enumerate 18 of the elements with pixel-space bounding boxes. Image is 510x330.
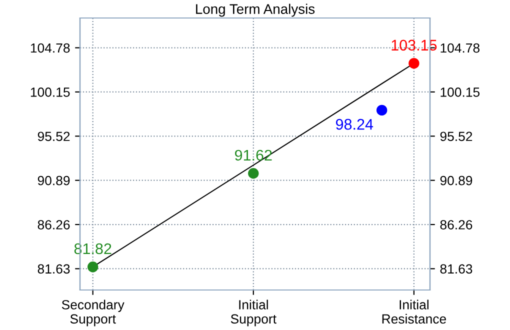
y2-tick-label: 86.26 xyxy=(440,220,472,230)
y-tick-label: 86.26 xyxy=(38,220,70,230)
y-tick-label: 81.63 xyxy=(38,264,70,274)
y-tick-label: 90.89 xyxy=(38,176,70,186)
y-tick-label: 95.52 xyxy=(38,132,70,142)
data-label: 103.15 xyxy=(392,40,437,51)
y-tick-label: 104.78 xyxy=(30,43,70,53)
chart-title: Long Term Analysis xyxy=(196,4,315,17)
x-tick-label: Initial Support xyxy=(230,300,276,326)
y2-tick-label: 95.52 xyxy=(440,132,472,142)
y2-tick-label: 81.63 xyxy=(440,264,472,274)
y-tick-label: 100.15 xyxy=(30,88,70,97)
y2-tick-label: 90.89 xyxy=(440,176,472,186)
x-tick-label: Secondary Support xyxy=(62,300,124,326)
x-tick-label: Initial Resistance xyxy=(382,300,446,324)
y2-tick-label: 104.78 xyxy=(440,43,480,53)
data-label: 98.24 xyxy=(336,118,374,130)
y2-tick-label: 100.15 xyxy=(440,88,480,97)
